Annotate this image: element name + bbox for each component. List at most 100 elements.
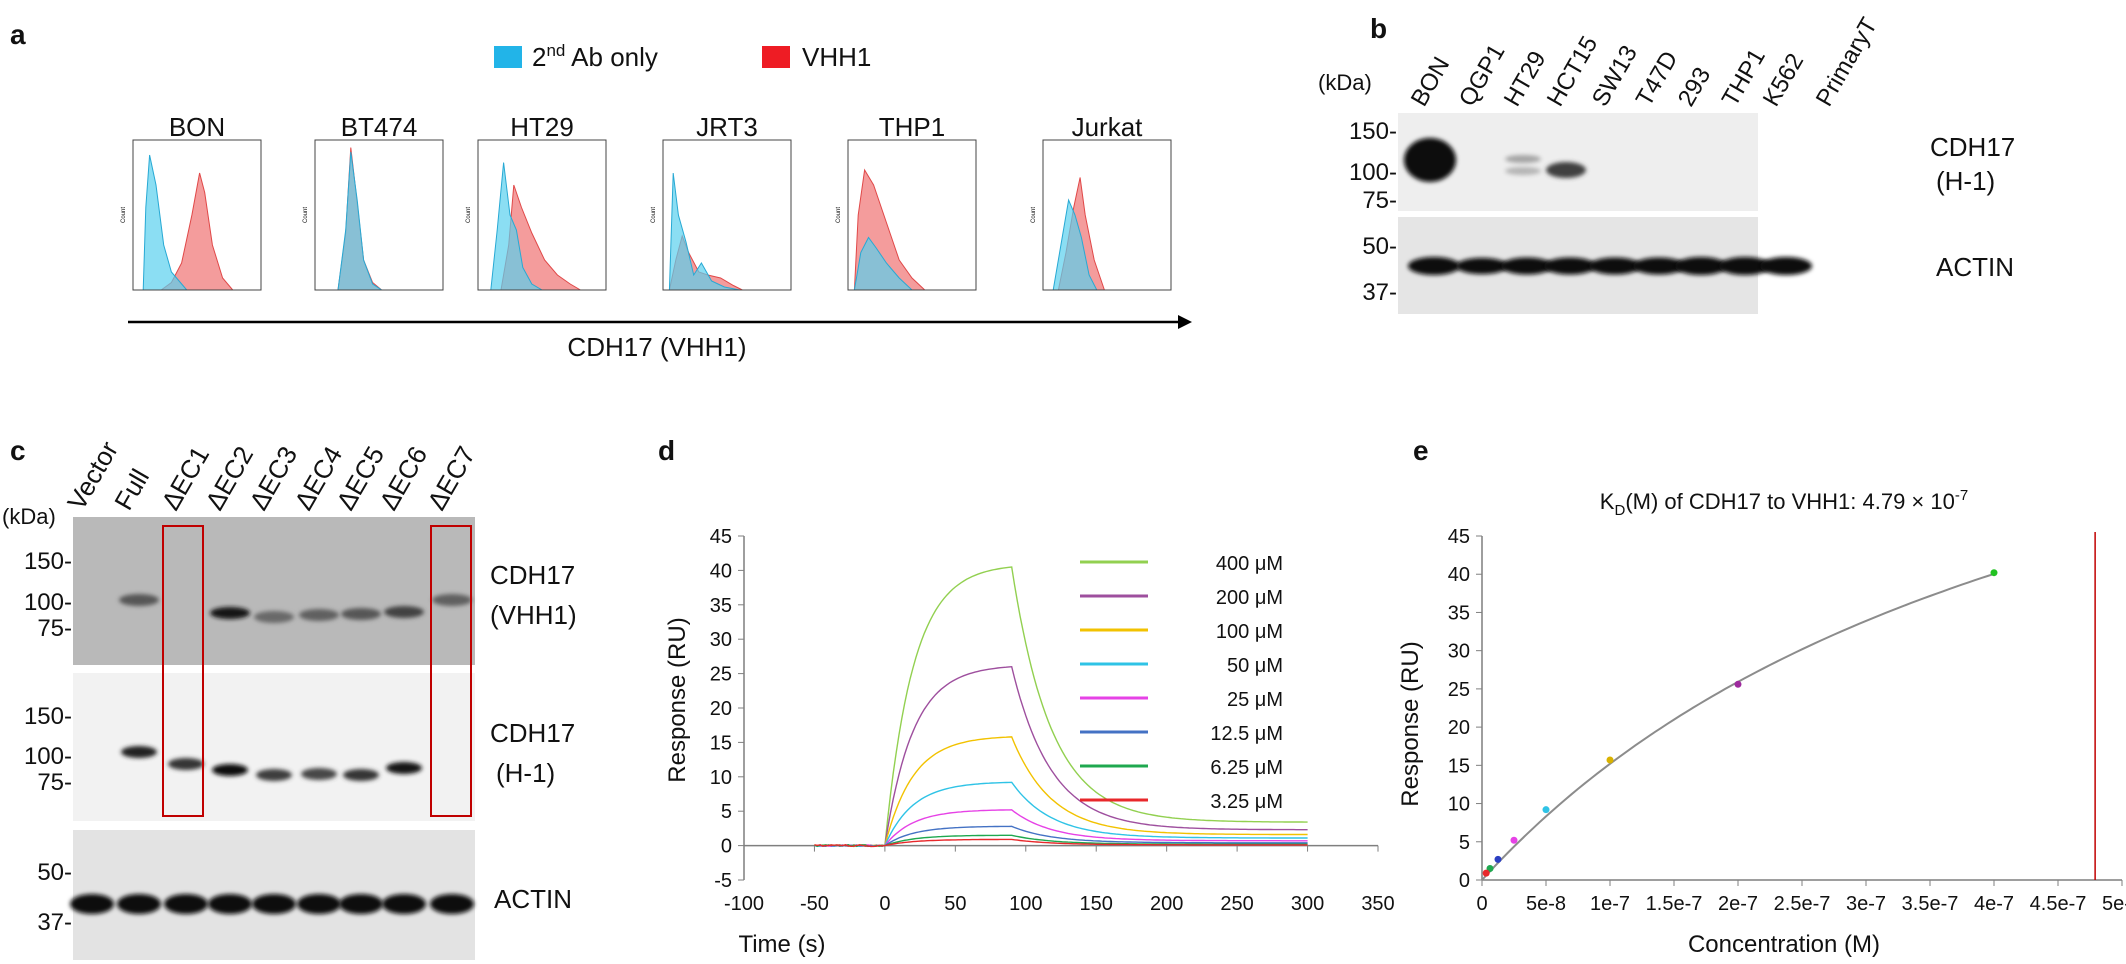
band-c-vhh1 bbox=[432, 594, 472, 606]
e-ytick-label: 35 bbox=[1448, 602, 1470, 624]
e-xtick-label: 3.5e-7 bbox=[1902, 893, 1959, 915]
band-c-actin bbox=[339, 894, 383, 914]
lane-label-c: Full bbox=[108, 464, 155, 515]
band-c-actin bbox=[252, 894, 296, 914]
d-xtick-label: 350 bbox=[1361, 893, 1394, 915]
d-xtick-label: -100 bbox=[724, 893, 764, 915]
kd-fit-plot: 0510152025303540450 5e-8 1e-7 1.5e-7 2e-7 2.5… bbox=[1448, 526, 2126, 915]
panel-b-lane-labels: BONQGP1HT29HCT15SW13T47D293 THP1K562 Prima… bbox=[1406, 13, 1883, 111]
label-b-cdh17: CDH17 bbox=[1930, 132, 2015, 162]
d-ytick-label: 40 bbox=[710, 560, 732, 582]
axis-label-cdh17-vhh1: CDH17 (VHH1) bbox=[567, 332, 746, 362]
marker-c2-150: 150- bbox=[24, 703, 72, 730]
hist-title-thp1: THP1 bbox=[879, 112, 945, 142]
hist-count-label: Count bbox=[651, 207, 657, 223]
hist-count-label: Count bbox=[836, 207, 842, 223]
e-xtick-label: 4.5e-7 bbox=[2030, 893, 2087, 915]
hist-frame-bt474 bbox=[315, 140, 443, 290]
fit-curve bbox=[1482, 574, 1994, 880]
label-c-vhh1: (VHH1) bbox=[490, 600, 577, 630]
band-c-h1 bbox=[168, 758, 204, 770]
label-b-actin: ACTIN bbox=[1936, 252, 2014, 282]
band-ht29-upper bbox=[1505, 155, 1541, 163]
band-c-actin bbox=[208, 894, 252, 914]
legend-label-d: 12.5 μM bbox=[1210, 723, 1283, 745]
e-ytick-label: 20 bbox=[1448, 717, 1470, 739]
legend-label-d: 3.25 μM bbox=[1210, 791, 1283, 813]
panel-b: b (kDa) BONQGP1HT29HCT15SW13T47D293 THP1K… bbox=[1318, 13, 2015, 314]
lane-label-b: 293 bbox=[1673, 63, 1716, 111]
e-ylabel: Response (RU) bbox=[1397, 641, 1424, 806]
hist-title-jurkat: Jurkat bbox=[1072, 112, 1144, 142]
band-c-h1 bbox=[343, 769, 379, 781]
d-ytick-label: 10 bbox=[710, 767, 732, 789]
hist-title-jrt3: JRT3 bbox=[696, 112, 758, 142]
panel-c-letter: c bbox=[10, 435, 26, 466]
e-xtick-label: 0 bbox=[1476, 893, 1487, 915]
label-c-h1: (H-1) bbox=[496, 758, 555, 788]
d-xtick-label: 250 bbox=[1220, 893, 1253, 915]
band-actin-b bbox=[1408, 257, 1460, 275]
histogram-grid: BONCountBT474CountHT29CountJRT3CountTHP1… bbox=[121, 112, 1171, 290]
panel-b-bottom-markers: 50- 37- bbox=[1362, 233, 1397, 306]
label-c-actin: ACTIN bbox=[494, 884, 572, 914]
panel-e-letter: e bbox=[1413, 435, 1429, 466]
figure: a 2nd Ab only VHH1 BONCountBT474CountHT2… bbox=[0, 0, 2126, 964]
panel-c-lane-labels: VectorFull ΔEC1ΔEC2ΔEC3ΔEC4ΔEC5ΔEC6ΔEC7 bbox=[61, 436, 481, 515]
panel-c-markers: 150- 100- 75- 150- 100- 75- 50- 37- bbox=[24, 548, 72, 936]
d-ytick-label: 30 bbox=[710, 629, 732, 651]
d-ytick-label: -5 bbox=[714, 870, 732, 892]
d-xtick-label: 200 bbox=[1150, 893, 1183, 915]
marker-b-100: 100- bbox=[1349, 159, 1397, 186]
d-ytick-label: 45 bbox=[710, 526, 732, 548]
d-ytick-label: 0 bbox=[721, 836, 732, 858]
marker-c1-150: 150- bbox=[24, 548, 72, 575]
e-xtick-label: 3e-7 bbox=[1846, 893, 1886, 915]
hist-title-bt474: BT474 bbox=[341, 112, 418, 142]
data-point bbox=[1543, 806, 1550, 813]
panel-a-letter: a bbox=[10, 19, 26, 50]
legend-label-d: 25 μM bbox=[1227, 689, 1283, 711]
band-c-vhh1 bbox=[341, 608, 381, 620]
e-xtick-label: 4e-7 bbox=[1974, 893, 2014, 915]
marker-c3-50: 50- bbox=[37, 859, 72, 886]
data-point bbox=[1495, 856, 1502, 863]
label-b-h1: (H-1) bbox=[1936, 166, 1995, 196]
e-ytick-label: 0 bbox=[1459, 870, 1470, 892]
e-ytick-label: 30 bbox=[1448, 641, 1470, 663]
band-c-actin bbox=[70, 894, 114, 914]
lane-label-b: BON bbox=[1406, 52, 1455, 111]
data-point bbox=[1511, 837, 1518, 844]
marker-c3-37: 37- bbox=[37, 909, 72, 936]
band-bon bbox=[1404, 138, 1456, 182]
lane-label-b: PrimaryT bbox=[1811, 13, 1883, 111]
blot-c-vhh1 bbox=[73, 517, 475, 665]
marker-c1-75: 75- bbox=[37, 615, 72, 642]
e-ytick-label: 45 bbox=[1448, 526, 1470, 548]
band-c-vhh1 bbox=[384, 606, 424, 618]
band-c-h1 bbox=[212, 764, 248, 776]
d-ylabel: Response (RU) bbox=[664, 617, 691, 782]
band-c-actin bbox=[297, 894, 341, 914]
panel-c-kda: (kDa) bbox=[2, 504, 56, 529]
e-xtick-label: 2e-7 bbox=[1718, 893, 1758, 915]
e-ytick-label: 10 bbox=[1448, 794, 1470, 816]
d-ytick-label: 5 bbox=[721, 801, 732, 823]
sensorgram-plot: -5051015202530354045-100 -50 0 50 100 150 200 2… bbox=[710, 526, 1395, 915]
marker-b-37: 37- bbox=[1362, 279, 1397, 306]
e-ytick-label: 5 bbox=[1459, 832, 1470, 854]
d-xtick-label: 0 bbox=[879, 893, 890, 915]
panel-d: d -5051015202530354045-100 -50 0 50 100 150 20… bbox=[658, 435, 1395, 958]
e-xtick-label: 1.5e-7 bbox=[1646, 893, 1703, 915]
marker-b-75: 75- bbox=[1362, 187, 1397, 214]
band-actin-b bbox=[1544, 257, 1596, 274]
panel-a: a 2nd Ab only VHH1 BONCountBT474CountHT2… bbox=[10, 19, 1192, 362]
legend-label-vhh1: VHH1 bbox=[802, 42, 871, 72]
legend-label-d: 6.25 μM bbox=[1210, 757, 1283, 779]
band-c-vhh1 bbox=[299, 609, 339, 621]
band-hct15 bbox=[1546, 162, 1586, 178]
legend-label-2nd-ab: 2nd Ab only bbox=[532, 41, 658, 72]
e-xtick-label: 2.5e-7 bbox=[1774, 893, 1831, 915]
label-c-cdh17-2: CDH17 bbox=[490, 718, 575, 748]
marker-c2-100: 100- bbox=[24, 743, 72, 770]
